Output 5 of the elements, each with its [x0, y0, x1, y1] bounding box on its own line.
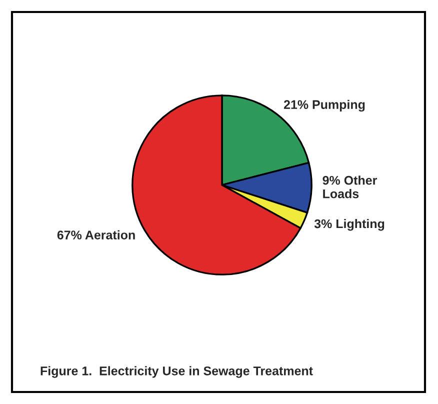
slice-label: 3% Lighting: [314, 219, 384, 231]
slice-label: 9% Other Loads: [322, 176, 377, 198]
caption: Figure 1. Electricity Use in Sewage Treatment: [40, 366, 313, 378]
slice-label: 21% Pumping: [284, 100, 365, 112]
slice-label: 67% Aeration: [57, 230, 135, 240]
